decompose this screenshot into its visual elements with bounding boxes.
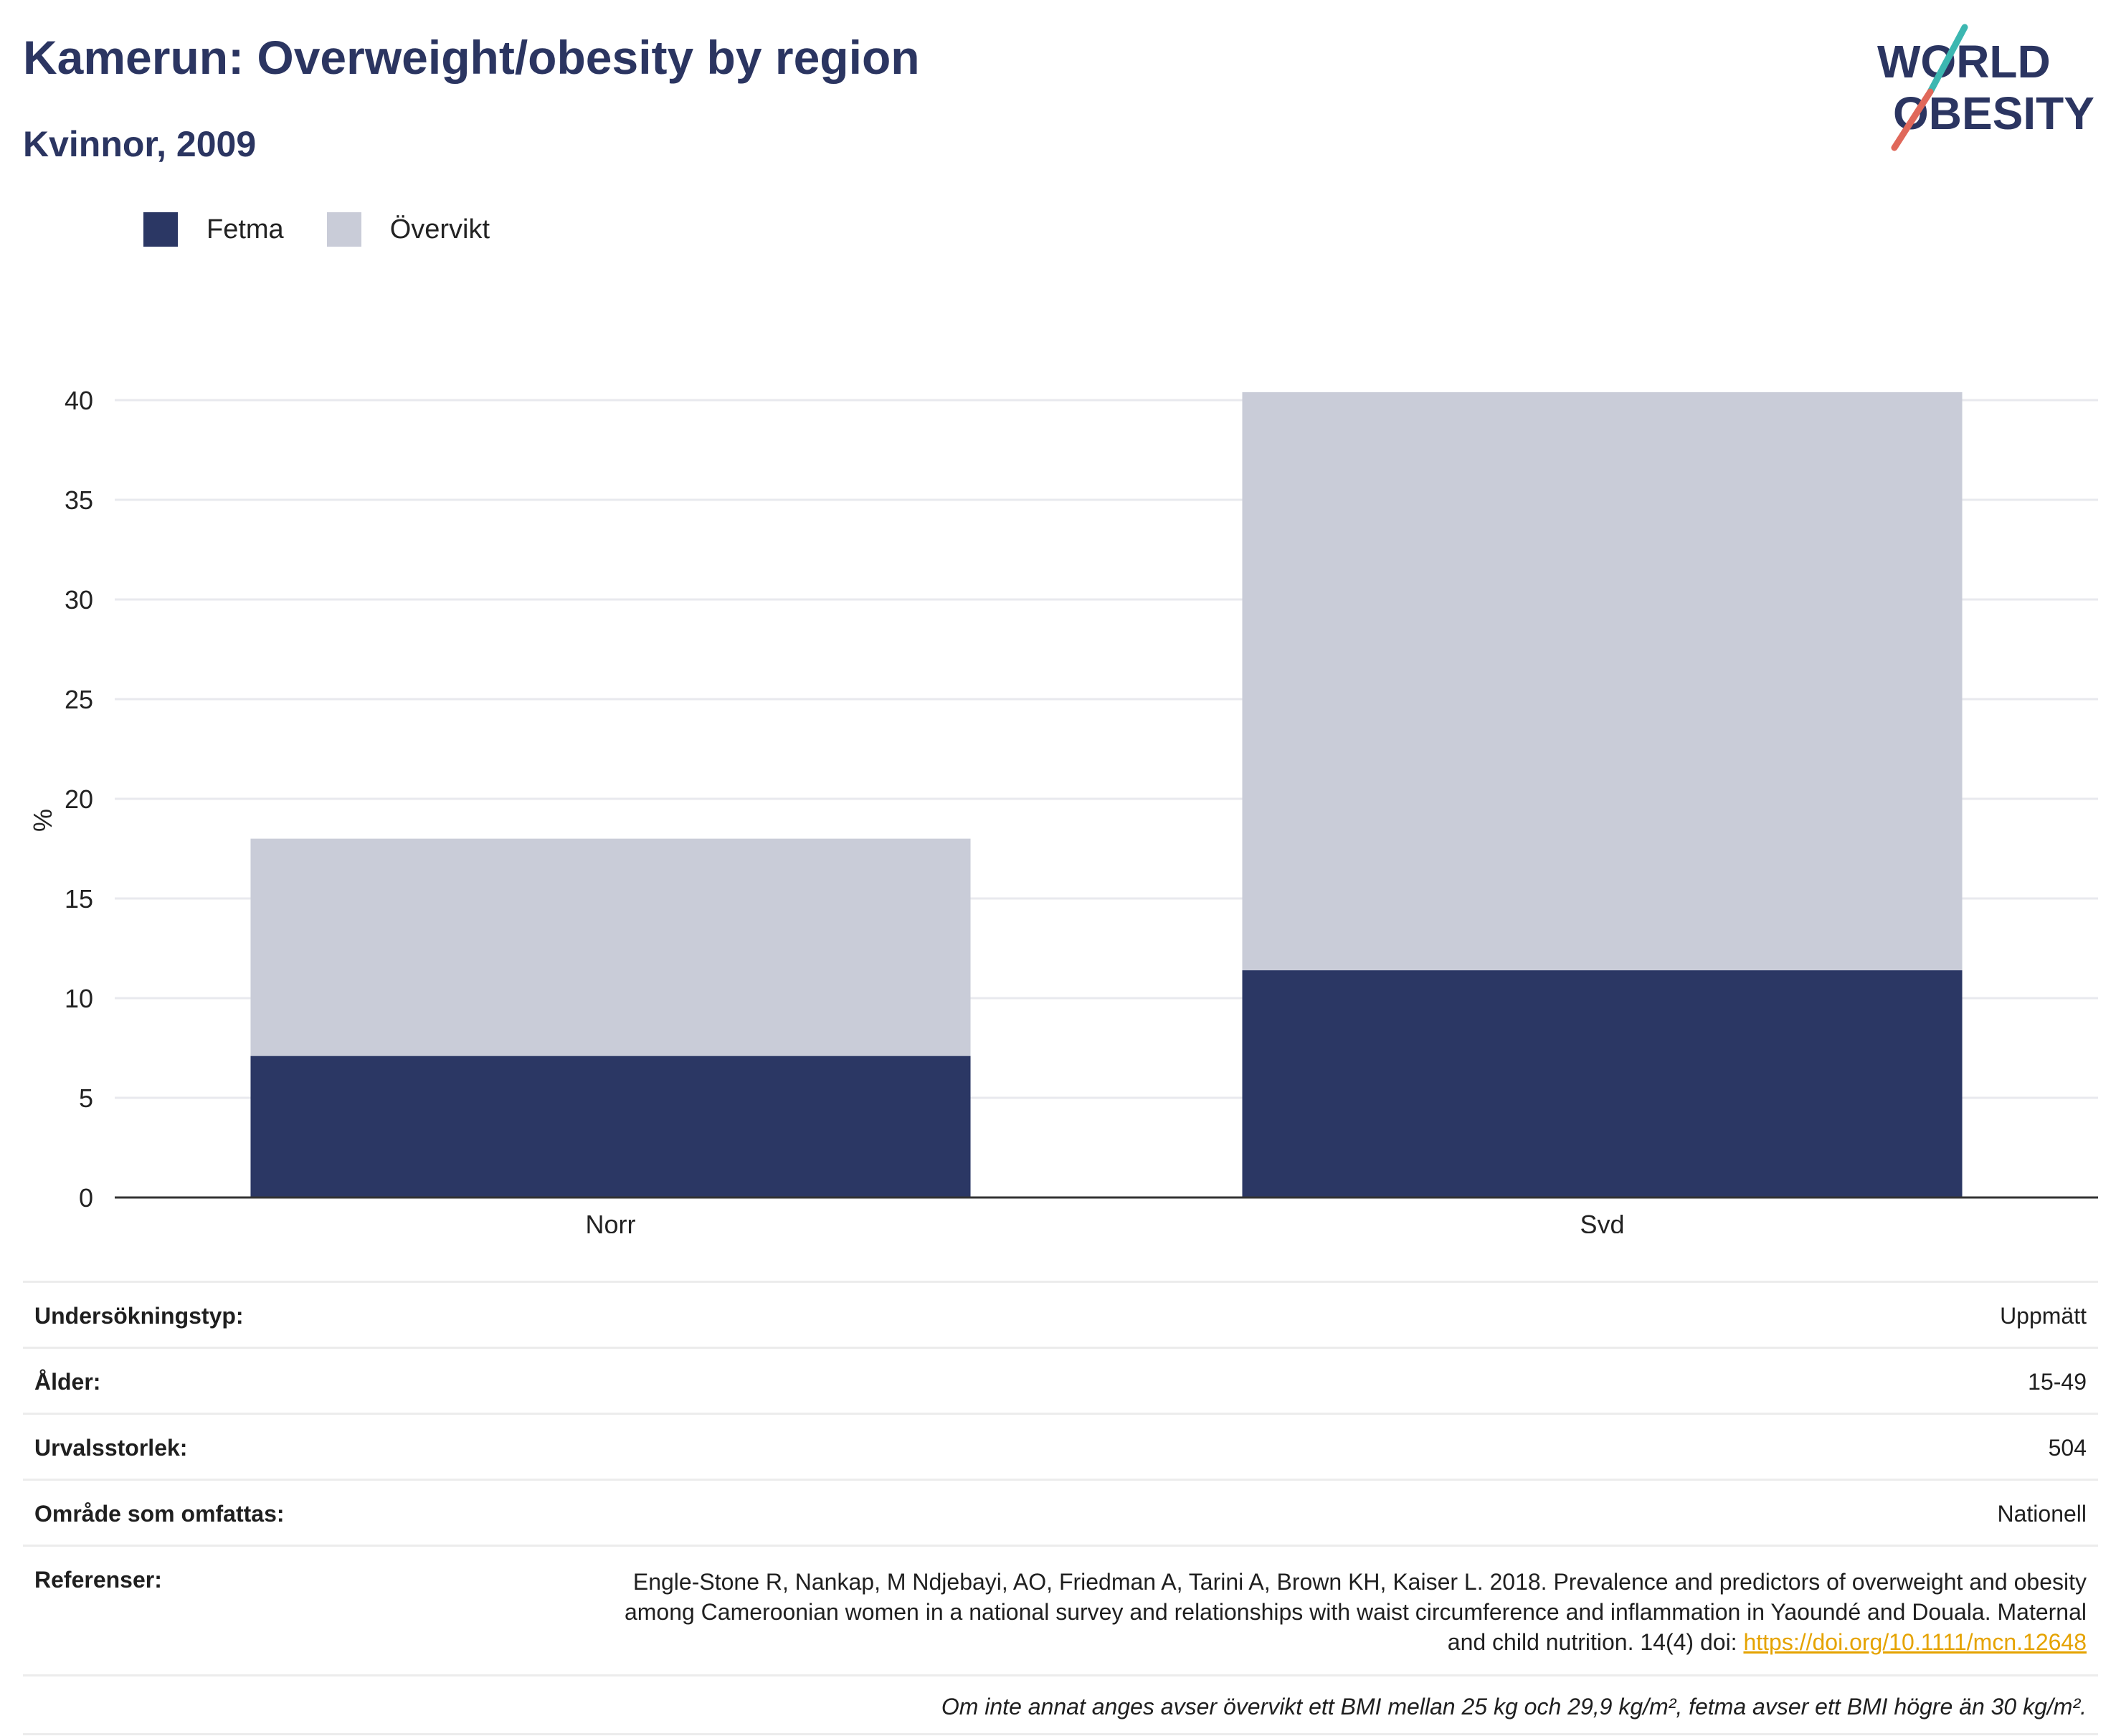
references-text: Engle-Stone R, Nankap, M Ndjebayi, AO, F… [624, 1569, 2087, 1655]
stacked-bar-chart: 0 5 10 15 20 25 30 35 40% Norr Syd [28, 386, 2098, 1233]
info-row-references: Referenser: Engle-Stone R, Nankap, M Ndj… [23, 1545, 2098, 1674]
legend-swatch-fetma [143, 212, 178, 247]
legend-item-fetma: Fetma [143, 212, 284, 247]
info-row-survey-type: Undersökningstyp: Uppmätt [23, 1281, 2098, 1347]
info-row-sample-size: Urvalsstorlek: 504 [23, 1413, 2098, 1479]
references-label: Referenser: [34, 1567, 162, 1593]
sample-size-label: Urvalsstorlek: [34, 1435, 188, 1461]
sample-size-value: 504 [2048, 1435, 2087, 1461]
legend-label-fetma: Fetma [207, 214, 284, 245]
bar-syd-fetma [1242, 970, 1963, 1197]
bmi-footnote: Om inte annat anges avser övervikt ett B… [23, 1674, 2098, 1735]
references-value: Engle-Stone R, Nankap, M Ndjebayi, AO, F… [581, 1567, 2087, 1657]
y-tick-label-25: 25 [65, 685, 93, 714]
info-row-age: Ålder: 15-49 [23, 1347, 2098, 1413]
legend-item-overvikt: Övervikt [326, 212, 490, 247]
legend-label-overvikt: Övervikt [389, 214, 490, 245]
area-label: Område som omfattas: [34, 1501, 285, 1527]
info-row-area: Område som omfattas: Nationell [23, 1479, 2098, 1545]
y-tick-label-10: 10 [65, 984, 93, 1013]
y-tick-label-0: 0 [79, 1183, 93, 1213]
bar-norr-fetma [250, 1056, 971, 1197]
area-value: Nationell [1997, 1501, 2087, 1527]
y-tick-label-20: 20 [65, 784, 93, 814]
survey-type-label: Undersökningstyp: [34, 1303, 244, 1329]
survey-info-table: Undersökningstyp: Uppmätt Ålder: 15-49 U… [23, 1281, 2098, 1735]
chart-title: Kamerun: Overweight/obesity by region [23, 31, 920, 84]
y-tick-label-30: 30 [65, 585, 93, 615]
x-tick-label-norr: Norr [586, 1210, 636, 1233]
chart-subtitle: Kvinnor, 2009 [23, 124, 257, 164]
logo-line1: WORLD [1877, 36, 2051, 87]
bar-norr-overvikt [250, 838, 971, 1056]
chart-legend: Fetma Övervikt [143, 212, 533, 247]
bar-syd-overvikt [1242, 392, 1963, 971]
world-obesity-logo: WORLD OBESITY [1877, 24, 2094, 151]
y-tick-label-15: 15 [65, 884, 93, 914]
y-tick-label-40: 40 [65, 386, 93, 415]
survey-type-value: Uppmätt [2000, 1303, 2087, 1329]
y-tick-label-5: 5 [79, 1083, 93, 1113]
legend-swatch-overvikt [326, 212, 361, 247]
age-value: 15-49 [2028, 1369, 2087, 1395]
logo-line2: OBESITY [1893, 87, 2094, 139]
references-doi-link[interactable]: https://doi.org/10.1111/mcn.12648 [1743, 1629, 2087, 1655]
age-label: Ålder: [34, 1369, 101, 1395]
y-axis-label: % [28, 809, 57, 832]
x-tick-label-syd: Syd [1580, 1210, 1624, 1233]
y-tick-label-35: 35 [65, 485, 93, 515]
